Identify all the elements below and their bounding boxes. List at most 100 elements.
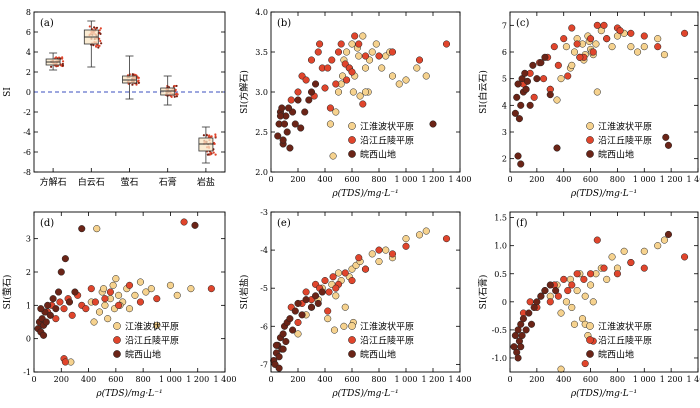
scatter-point xyxy=(180,218,188,226)
plot-frame xyxy=(509,11,699,173)
x-tick-label: 200 xyxy=(290,375,305,384)
legend-marker xyxy=(348,336,356,344)
x-tick-label: 200 xyxy=(54,375,69,384)
category-label: 石膏 xyxy=(159,176,177,188)
scatter-point xyxy=(291,307,299,315)
jitter-point xyxy=(209,151,212,154)
legend-label: 皖西山地 xyxy=(360,149,396,161)
legend-label: 沿江丘陵平原 xyxy=(598,336,652,347)
scatter-point xyxy=(289,326,297,334)
scatter-point xyxy=(521,69,529,77)
plot-frame xyxy=(33,11,226,173)
scatter-point xyxy=(560,35,568,43)
legend-marker xyxy=(348,136,356,144)
jitter-point xyxy=(99,27,102,30)
legend-marker xyxy=(348,322,356,330)
jitter-point xyxy=(55,56,58,59)
scatter-point xyxy=(355,40,363,48)
scatter-point xyxy=(61,358,69,366)
y-tick-label: 2.5 xyxy=(255,128,268,137)
scatter-point xyxy=(368,250,376,258)
y-axis-label: SI(岩盐) xyxy=(238,275,250,310)
scatter-point xyxy=(640,32,648,40)
y-tick-label: 4 xyxy=(502,101,507,110)
jitter-point xyxy=(173,95,176,98)
scatter-point xyxy=(442,235,451,243)
scatter-point xyxy=(388,250,397,258)
x-tick-label: 1 000 xyxy=(633,175,656,184)
scatter-point xyxy=(56,298,64,306)
y-tick-label: 3.5 xyxy=(255,48,268,57)
scatter-point xyxy=(298,311,306,319)
x-axis-label: ρ(TDS)/mg·L⁻¹ xyxy=(331,188,398,199)
y-axis-label: SI(石膏) xyxy=(477,275,489,310)
scatter-point xyxy=(581,360,589,368)
scatter-point xyxy=(361,265,370,273)
scatter-point xyxy=(90,318,98,326)
jitter-point xyxy=(174,88,177,92)
jitter-point xyxy=(202,134,206,137)
scatter-point xyxy=(294,299,302,307)
scatter-point xyxy=(564,287,572,295)
x-tick-label: 600 xyxy=(583,175,598,184)
scatter-point xyxy=(608,43,616,51)
scatter-point xyxy=(564,72,572,80)
x-tick-label: 400 xyxy=(556,175,571,184)
legend-marker xyxy=(586,350,594,358)
scatter-point xyxy=(664,141,673,149)
scatter-point xyxy=(413,64,421,72)
scatter-point xyxy=(326,104,334,112)
x-tick-label: 1 400 xyxy=(449,175,472,184)
jitter-point xyxy=(61,64,65,67)
y-tick-label: -4 xyxy=(260,246,268,255)
legend-marker xyxy=(113,350,121,358)
legend-label: 沿江丘陵平原 xyxy=(125,336,179,347)
legend-label: 沿江丘陵平原 xyxy=(360,136,414,147)
legend-marker xyxy=(348,150,356,158)
scatter-point xyxy=(275,364,283,372)
scatter-point xyxy=(101,295,109,303)
scatter-point xyxy=(581,292,589,300)
scatter-point xyxy=(46,311,54,319)
legend-label: 皖西山地 xyxy=(598,349,634,361)
scatter-point xyxy=(326,120,334,128)
scatter-point xyxy=(343,48,351,56)
scatter-point xyxy=(275,353,283,361)
scatter-point xyxy=(557,309,565,317)
scatter-point xyxy=(153,295,161,303)
scatter-point xyxy=(662,133,670,141)
scatter-point xyxy=(348,277,356,285)
y-tick-label: 0.5 xyxy=(494,270,507,279)
plot-frame xyxy=(33,211,226,373)
scatter-point xyxy=(294,96,302,104)
x-tick-label: 0 xyxy=(507,375,512,384)
x-tick-label: 1 000 xyxy=(159,375,182,384)
scatter-point xyxy=(332,108,340,116)
scatter-point xyxy=(60,305,68,313)
scatter-point xyxy=(526,298,534,306)
scatter-point xyxy=(329,152,337,160)
panel-f: (f) -1.0 -0.5 0 0.5 1.0 1.5 SI(石膏) 0 200 400 600 800… xyxy=(477,211,700,399)
scatter-point xyxy=(109,281,117,289)
scatter-point xyxy=(375,246,383,254)
scatter-point xyxy=(332,284,340,292)
scatter-point xyxy=(660,236,668,244)
legend-label: 江淮波状平原 xyxy=(598,321,652,333)
scatter-point xyxy=(600,21,608,29)
scatter-point xyxy=(592,40,600,48)
scatter-point xyxy=(173,291,181,299)
scatter-point xyxy=(546,91,554,99)
scatter-point xyxy=(294,88,302,96)
scatter-point xyxy=(640,264,648,272)
scatter-point xyxy=(294,318,302,327)
panel-label: (d) xyxy=(40,218,54,229)
scatter-point xyxy=(552,287,560,295)
scatter-point xyxy=(568,24,576,32)
scatter-point xyxy=(61,255,69,263)
scatter-point xyxy=(147,285,155,293)
scatter-point xyxy=(52,305,60,313)
y-axis-label: SI(方解石) xyxy=(238,70,250,114)
x-tick-label: 0 xyxy=(31,375,36,384)
scatter-point xyxy=(348,68,356,76)
scatter-point xyxy=(527,320,536,328)
